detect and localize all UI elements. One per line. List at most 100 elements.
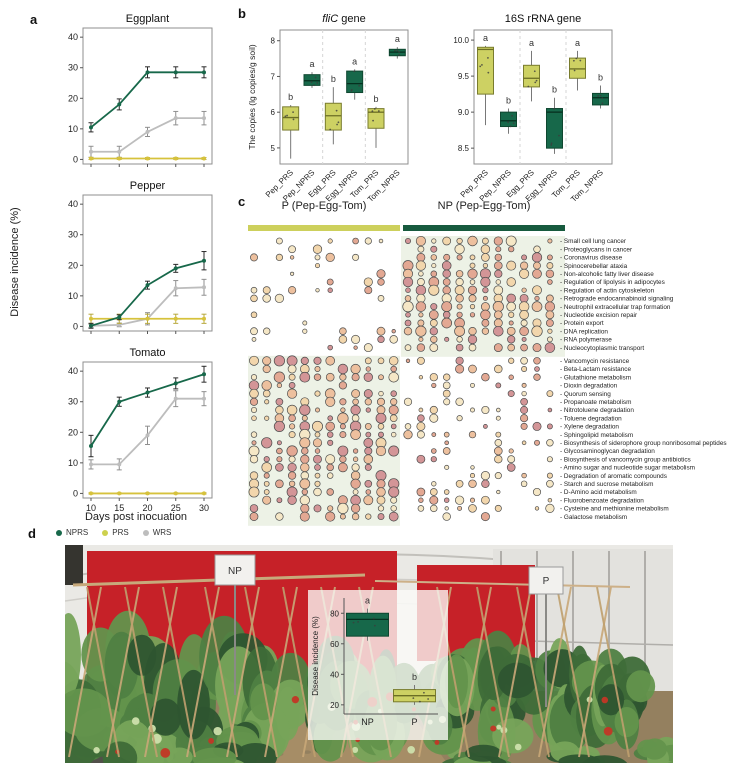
- pathway-label: - Fluorobenzoate degradation: [560, 497, 644, 504]
- y-tick-label: 20: [68, 93, 78, 103]
- np-sign: [214, 554, 256, 586]
- y-axis-label: Disease incidence (%): [311, 616, 320, 696]
- pepper-line-chart: Pepper 0 10 20 30 40: [68, 180, 213, 334]
- pathway-label: - Toluene degradation: [560, 415, 622, 422]
- y-tick-label: 80: [330, 609, 339, 618]
- panel-c-label: c: [238, 194, 246, 209]
- y-tick-label: 40: [68, 32, 78, 42]
- inset-boxplot-panel: 20 40 60 80 a NP b P Disease incidence (%): [308, 590, 448, 740]
- pathway-label: - Glutathione metabolism: [560, 374, 631, 381]
- pathway-label: - Vancomycin resistance: [560, 358, 630, 365]
- category-label: NP: [361, 717, 374, 727]
- p-sign-label: P: [543, 576, 550, 587]
- x-tick-label: 25: [171, 503, 181, 513]
- pathway-label: - Dioxin degradation: [560, 383, 618, 390]
- significance-letter: b: [552, 85, 557, 95]
- y-tick-label: 30: [68, 397, 78, 407]
- y-tick-label: 40: [330, 670, 339, 679]
- y-tick-label: 40: [68, 199, 78, 209]
- box-Tom_PRS: [367, 108, 385, 129]
- y-tick-label: 20: [68, 427, 78, 437]
- bubble-matrix: - Small cell lung cancer- Proteoglycans …: [248, 235, 727, 526]
- np-sign-label: NP: [228, 566, 242, 577]
- y-tick-label: 30: [68, 230, 78, 240]
- box-NP: [346, 612, 389, 637]
- y-tick-label: 10: [68, 124, 78, 134]
- nprs-legend-dot-icon: [56, 529, 62, 536]
- y-tick-label: 0: [73, 488, 78, 498]
- group-header-np: NP (Pep-Egg-Tom): [437, 200, 531, 212]
- chart-title: fliC gene: [322, 13, 365, 25]
- significance-letter: b: [288, 92, 293, 102]
- pathway-label: - Nitrotoluene degradation: [560, 407, 634, 414]
- category-label: P: [411, 717, 417, 727]
- y-tick-label: 8: [271, 37, 276, 46]
- pathway-label: - Biosynthesis of vancomycin group antib…: [560, 456, 691, 463]
- y-tick-label: 10: [68, 291, 78, 301]
- pathway-label: - Glycosaminoglycan degradation: [560, 448, 655, 455]
- box-Pep_PRS: [282, 106, 300, 131]
- box-Egg_PRS: [523, 64, 540, 88]
- group-color-bar-np: [403, 225, 565, 231]
- group-color-bar-p: [248, 225, 400, 231]
- significance-letter: a: [529, 38, 534, 48]
- pathway-label: - Nucleocytoplasmic transport: [560, 345, 644, 352]
- significance-letter: a: [365, 596, 370, 606]
- pathway-label: - Nucleotide excision repair: [560, 312, 638, 319]
- prs-legend-dot-icon: [102, 529, 109, 536]
- box-Egg_NPRS: [546, 108, 563, 149]
- pathway-label: - Amino sugar and nucleotide sugar metab…: [560, 465, 695, 472]
- flic-gene-boxplot: fliC gene5678bPep_PRSaPep_NPRSbEgg_PRSaE…: [247, 13, 409, 204]
- y-tick-label: 0: [73, 154, 78, 164]
- significance-letter: b: [373, 94, 378, 104]
- x-tick-label: 15: [114, 503, 124, 513]
- pathway-label: - Proteoglycans in cancer: [560, 246, 633, 253]
- y-tick-label: 6: [271, 108, 276, 117]
- pathway-label: - Biosynthesis of siderophore group nonr…: [560, 440, 727, 447]
- significance-letter: a: [395, 34, 400, 44]
- y-tick-label: 20: [68, 260, 78, 270]
- pathway-label: - Sphingolipid metabolism: [560, 432, 633, 439]
- pathway-label: - Beta-Lactam resistance: [560, 366, 631, 373]
- significance-letter: a: [575, 38, 580, 48]
- legend-label: NPRS: [66, 528, 89, 537]
- legend-item-WRS: WRS: [142, 528, 171, 537]
- panel-a-x-axis-label: Days post inocuation: [84, 511, 188, 523]
- box-Tom_PRS: [569, 57, 586, 79]
- y-tick-label: 9.0: [458, 108, 470, 117]
- y-tick-label: 8.5: [458, 144, 470, 153]
- wrs-legend-dot-icon: [142, 529, 149, 536]
- y-tick-label: 60: [330, 640, 339, 649]
- box-Pep_NPRS: [500, 111, 517, 128]
- pathway-label: - Small cell lung cancer: [560, 238, 627, 245]
- chart-title: Tomato: [129, 347, 165, 359]
- significance-letter: a: [309, 59, 314, 69]
- y-tick-label: 40: [68, 366, 78, 376]
- significance-letter: a: [483, 33, 488, 43]
- panel-a-y-axis-label: Disease incidence (%): [9, 207, 21, 317]
- pathway-label: - Retrograde endocannabinoid signaling: [560, 296, 674, 303]
- y-tick-label: 5: [271, 144, 276, 153]
- panel-b-label: b: [238, 6, 246, 21]
- pathway-label: - Starch and sucrose metabolism: [560, 481, 653, 488]
- legend-item-NPRS: NPRS: [56, 528, 88, 537]
- pathway-label: - DNA replication: [560, 328, 608, 335]
- x-tick-label: 10: [86, 503, 96, 513]
- significance-letter: b: [331, 74, 336, 84]
- pathway-label: - RNA polymerase: [560, 337, 612, 344]
- significance-letter: b: [506, 96, 511, 106]
- p-sign: [528, 566, 564, 595]
- pathway-label: - Protein export: [560, 320, 604, 327]
- pathway-label: - Neutrophil extracellular trap formatio…: [560, 304, 671, 311]
- pathway-label: - Propanoate metabolism: [560, 399, 631, 406]
- box-Pep_PRS: [477, 46, 494, 95]
- pathway-label: - Regulation of lipolysis in adipocytes: [560, 279, 665, 286]
- pathway-label: - Regulation of actin cytoskeleton: [560, 287, 655, 294]
- box-Egg_NPRS: [346, 70, 364, 94]
- significance-letter: b: [412, 672, 417, 682]
- pathway-label: - Non-alcoholic fatty liver disease: [560, 271, 654, 278]
- y-tick-label: 9.5: [458, 72, 470, 81]
- y-tick-label: 20: [330, 701, 339, 710]
- legend-item-PRS: PRS: [102, 528, 129, 537]
